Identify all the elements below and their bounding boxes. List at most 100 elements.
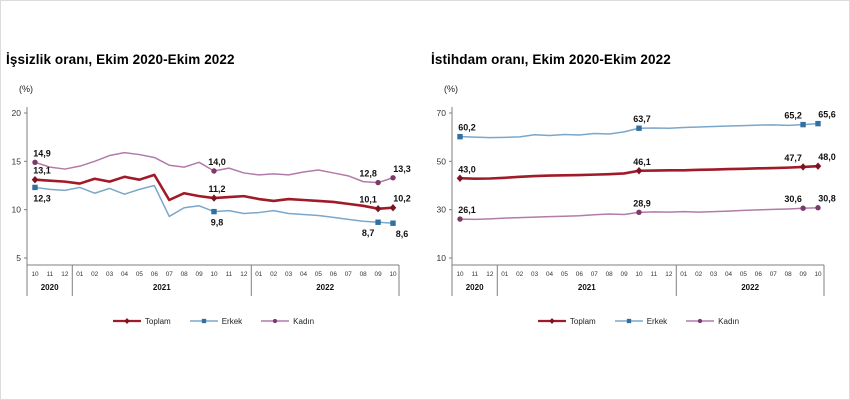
erkek-line-swatch-icon	[189, 318, 218, 324]
svg-text:2022: 2022	[741, 283, 759, 292]
svg-text:03: 03	[106, 271, 114, 278]
legend-label-erkek: Erkek	[221, 316, 243, 326]
svg-text:11: 11	[47, 271, 54, 278]
svg-text:09: 09	[196, 271, 204, 278]
svg-text:12: 12	[61, 271, 69, 278]
svg-text:30,6: 30,6	[784, 194, 802, 204]
svg-text:30: 30	[437, 205, 447, 215]
svg-text:46,1: 46,1	[633, 157, 651, 167]
svg-text:12: 12	[486, 271, 494, 278]
svg-text:10: 10	[456, 271, 464, 278]
svg-text:70: 70	[437, 108, 447, 118]
svg-text:03: 03	[710, 271, 718, 278]
legend-label-kadin: Kadın	[718, 316, 740, 326]
svg-text:47,7: 47,7	[784, 153, 802, 163]
legend-label-erkek: Erkek	[646, 316, 668, 326]
legend-item-toplam: Toplam	[112, 316, 171, 326]
erkek-line-swatch-icon	[614, 318, 643, 324]
svg-text:09: 09	[621, 271, 629, 278]
svg-text:05: 05	[740, 271, 748, 278]
svg-text:06: 06	[576, 271, 584, 278]
axes: 10 30 50 70	[437, 107, 825, 296]
svg-text:04: 04	[546, 271, 554, 278]
toplam-line-swatch-icon	[537, 318, 566, 324]
svg-text:01: 01	[680, 271, 688, 278]
svg-text:11: 11	[226, 271, 233, 278]
svg-text:10,2: 10,2	[393, 194, 411, 204]
svg-text:02: 02	[270, 271, 278, 278]
svg-text:04: 04	[725, 271, 733, 278]
svg-text:02: 02	[695, 271, 703, 278]
unemployment-line-chart: 5 10 15 20 10 11 12 01 02 03 04 05 06 07 08 09 10 11 12 01 0…	[12, 107, 411, 296]
svg-text:08: 08	[785, 271, 793, 278]
legend-item-kadin: Kadın	[260, 316, 314, 326]
series-erkek: 12,3 9,8 8,7 8,6	[32, 184, 409, 239]
legend-label-kadin: Kadın	[293, 316, 315, 326]
svg-text:02: 02	[91, 271, 99, 278]
series-toplam: 13,1 11,2 10,1 10,2	[31, 166, 411, 213]
svg-text:11,2: 11,2	[208, 184, 225, 194]
svg-text:26,1: 26,1	[458, 205, 476, 215]
svg-text:10: 10	[437, 253, 447, 263]
svg-text:02: 02	[516, 271, 524, 278]
employment-chart-legend: Toplam Erkek Kadın	[426, 316, 850, 326]
svg-text:11: 11	[472, 271, 479, 278]
svg-text:03: 03	[285, 271, 293, 278]
svg-text:65,2: 65,2	[784, 111, 802, 121]
svg-text:06: 06	[151, 271, 159, 278]
svg-text:15: 15	[12, 156, 22, 166]
kadin-line-swatch-icon	[261, 318, 290, 324]
unemployment-chart-panel: İşsizlik oranı, Ekim 2020-Ekim 2022 (%) …	[1, 52, 425, 326]
svg-text:63,7: 63,7	[633, 114, 651, 124]
svg-text:20: 20	[12, 108, 22, 118]
svg-text:10: 10	[12, 205, 22, 215]
employment-chart-panel: İstihdam oranı, Ekim 2020-Ekim 2022 (%) …	[426, 52, 850, 326]
svg-text:9,8: 9,8	[211, 218, 224, 228]
svg-text:04: 04	[300, 271, 308, 278]
svg-text:01: 01	[501, 271, 509, 278]
axes: 5 10 15 20	[12, 107, 400, 296]
svg-text:43,0: 43,0	[458, 164, 476, 174]
svg-text:08: 08	[606, 271, 614, 278]
svg-text:28,9: 28,9	[633, 198, 651, 208]
svg-text:03: 03	[531, 271, 539, 278]
svg-text:08: 08	[360, 271, 368, 278]
kadin-line-swatch-icon	[686, 318, 715, 324]
svg-text:05: 05	[315, 271, 323, 278]
svg-text:14,0: 14,0	[208, 157, 226, 167]
svg-text:13,3: 13,3	[393, 164, 411, 174]
unemployment-chart-legend: Toplam Erkek Kadın	[1, 316, 425, 326]
svg-text:65,6: 65,6	[818, 110, 836, 120]
svg-text:07: 07	[345, 271, 353, 278]
svg-text:12: 12	[665, 271, 673, 278]
svg-text:06: 06	[755, 271, 763, 278]
svg-text:48,0: 48,0	[818, 152, 836, 162]
series-toplam: 43,0 46,1 47,7 48,0	[456, 152, 836, 182]
svg-text:8,6: 8,6	[396, 229, 409, 239]
legend-label-toplam: Toplam	[569, 316, 596, 326]
svg-text:09: 09	[800, 271, 808, 278]
svg-text:06: 06	[330, 271, 338, 278]
svg-text:30,8: 30,8	[818, 194, 836, 204]
svg-text:07: 07	[770, 271, 778, 278]
y-axis-unit-label: (%)	[19, 84, 33, 94]
svg-text:2020: 2020	[466, 283, 484, 292]
svg-text:11: 11	[651, 271, 658, 278]
legend-item-toplam: Toplam	[537, 316, 596, 326]
svg-text:14,9: 14,9	[33, 148, 51, 158]
svg-text:10: 10	[814, 271, 822, 278]
svg-text:12: 12	[240, 271, 248, 278]
y-axis-unit-label: (%)	[444, 84, 458, 94]
svg-text:2020: 2020	[41, 283, 59, 292]
svg-text:10: 10	[389, 271, 397, 278]
svg-text:60,2: 60,2	[458, 123, 476, 133]
svg-text:10,1: 10,1	[359, 195, 377, 205]
svg-text:5: 5	[16, 253, 21, 263]
svg-text:08: 08	[181, 271, 189, 278]
svg-text:09: 09	[375, 271, 383, 278]
svg-text:07: 07	[166, 271, 174, 278]
legend-label-toplam: Toplam	[144, 316, 171, 326]
legend-item-erkek: Erkek	[614, 316, 667, 326]
svg-text:2022: 2022	[316, 283, 334, 292]
svg-text:12,3: 12,3	[33, 193, 51, 203]
